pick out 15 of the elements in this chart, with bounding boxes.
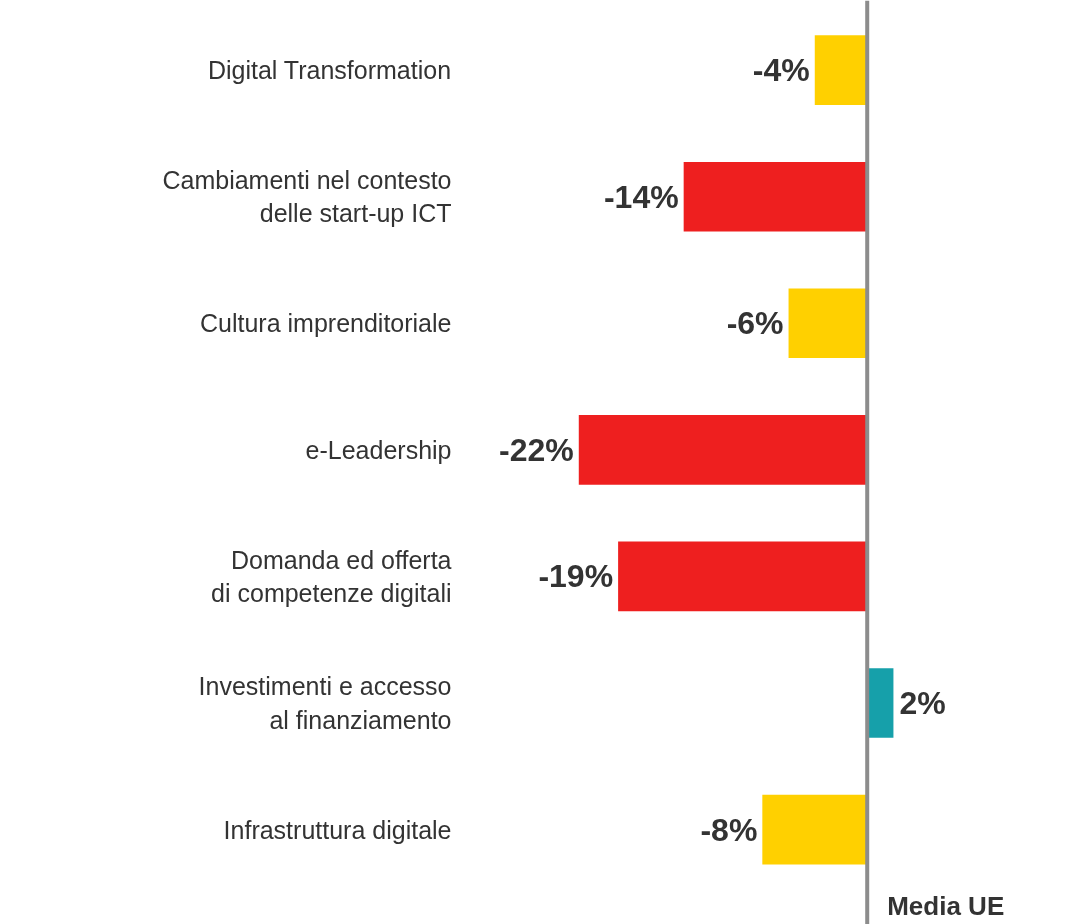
y-tick-label: e-Leadership (305, 435, 452, 464)
data-label: -4% (752, 52, 810, 89)
y-tick-label: Investimenti e accesso al finanziamento (198, 672, 452, 734)
y-tick-label: Cultura imprenditoriale (200, 309, 452, 338)
annotation: Media UE (887, 890, 1005, 921)
data-label: -8% (700, 811, 758, 848)
y-tick-label: Infrastruttura digitale (223, 815, 452, 844)
data-label: -19% (538, 558, 614, 595)
data-label: -14% (603, 178, 679, 215)
y-tick-label: Domanda ed offerta di competenze digitali (211, 545, 452, 608)
data-label: 2% (899, 684, 946, 721)
y-tick-label: Cambiamenti nel contesto delle start-up ICT (162, 165, 452, 228)
y-tick-label: Digital Transformation (207, 56, 452, 85)
data-label: -22% (499, 431, 574, 468)
data-label: -6% (726, 305, 784, 342)
